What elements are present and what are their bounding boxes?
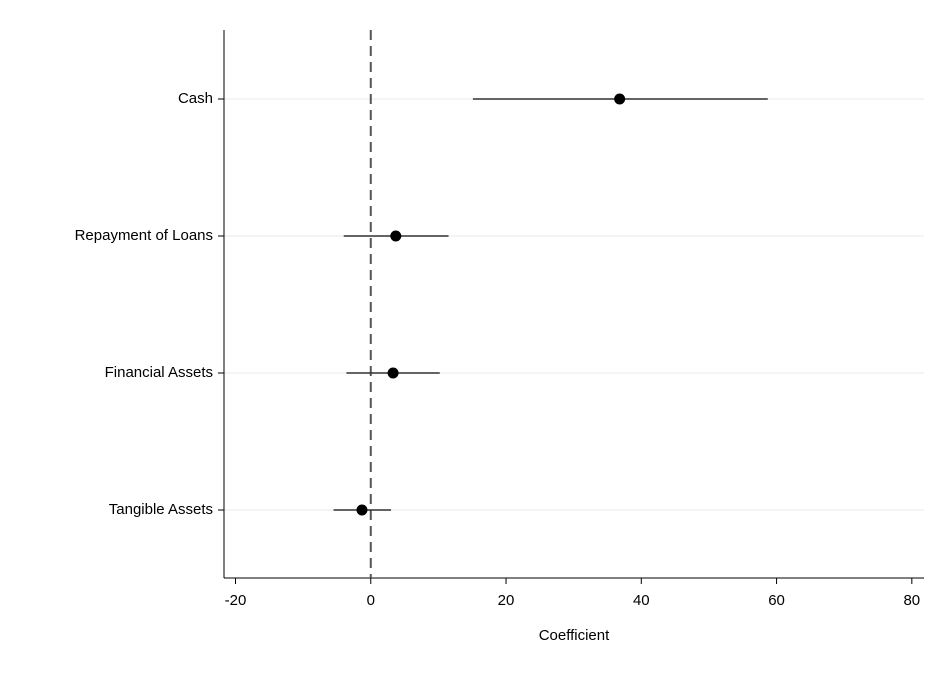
y-tick-label: Repayment of Loans [75,227,213,244]
point-estimate [614,93,626,105]
y-tick-label: Cash [178,90,213,107]
x-tick-label: -20 [225,592,247,609]
x-tick-label: 80 [903,592,920,609]
point-estimate [356,504,368,516]
x-tick-label: 60 [768,592,785,609]
point-estimate [390,230,402,242]
point-estimate [387,367,399,379]
y-tick-label: Tangible Assets [109,501,213,518]
x-tick-label: 0 [367,592,375,609]
x-tick-label: 40 [633,592,650,609]
x-tick-label: 20 [498,592,515,609]
x-axis-label: Coefficient [539,627,610,644]
y-tick-label: Financial Assets [105,364,213,381]
